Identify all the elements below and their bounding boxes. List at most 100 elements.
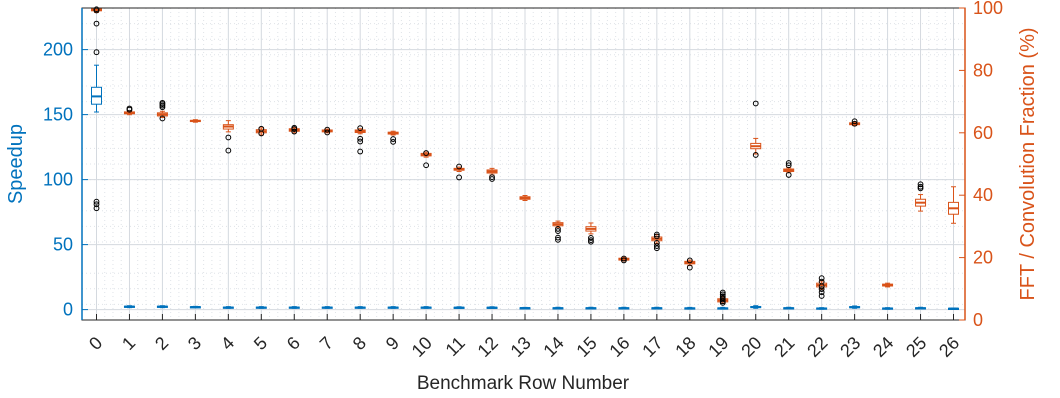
speedup-box-5 [255, 306, 267, 309]
speedup-box-11 [453, 306, 465, 309]
y-tick-right-label: 40 [973, 185, 993, 205]
fraction-outlier [588, 238, 594, 245]
x-tick-label: 15 [572, 333, 600, 361]
speedup-box-8 [354, 306, 366, 309]
fraction-box-14 [552, 220, 564, 243]
x-tick-label: 22 [803, 333, 831, 361]
speedup-box-6 [288, 306, 300, 309]
x-tick-label: 24 [869, 333, 897, 361]
fraction-box-26 [948, 186, 959, 224]
fraction-outlier [159, 115, 166, 122]
fraction-box-1 [123, 105, 135, 116]
y-tick-right-label: 80 [973, 60, 993, 80]
y-axis-title-left: Speedup [5, 124, 27, 204]
speedup-box-14 [552, 306, 564, 310]
fraction-outlier [719, 296, 726, 303]
x-tick-label: 1 [118, 333, 139, 354]
y-axis-title-right: FFT / Convolution Fraction (%) [1017, 27, 1039, 300]
y-tick-right-label: 20 [973, 248, 993, 268]
fraction-outlier [818, 283, 825, 290]
fraction-outlier [390, 136, 397, 142]
x-tick-label: 7 [316, 333, 337, 354]
fraction-outlier [785, 172, 792, 178]
y-tick-right-label: 60 [973, 123, 993, 143]
fraction-outlier [620, 257, 627, 264]
x-tick-label: 12 [474, 333, 502, 361]
fraction-box-21 [783, 160, 795, 178]
fraction-outlier [653, 231, 660, 238]
speedup-box-9 [387, 306, 399, 309]
fraction-box-20 [750, 100, 762, 158]
fraction-box-11 [453, 163, 465, 181]
speedup-outlier [93, 20, 100, 27]
fraction-outlier [719, 289, 726, 296]
fraction-outlier [686, 257, 693, 264]
speedup-box-15 [585, 306, 597, 310]
fraction-outlier [555, 236, 561, 243]
fraction-outlier [456, 163, 462, 170]
fraction-outlier [917, 185, 924, 192]
fraction-box-5 [255, 125, 267, 137]
x-tick-label: 6 [283, 333, 304, 354]
fraction-outlier [489, 174, 495, 181]
x-tick-label: 10 [408, 333, 436, 361]
fraction-outlier [456, 174, 462, 181]
fraction-box-12 [486, 167, 498, 182]
y-tick-left-label: 200 [43, 40, 73, 60]
x-tick-label: 8 [349, 333, 370, 354]
x-tick-label: 2 [151, 333, 172, 354]
speedup-box-0 [91, 20, 102, 212]
fraction-box-2 [156, 99, 168, 122]
x-tick-label: 25 [902, 333, 930, 361]
fraction-outlier [324, 126, 331, 133]
fraction-outlier [653, 243, 660, 249]
x-tick-label: 5 [250, 333, 271, 354]
fraction-outlier [851, 118, 858, 125]
y-tick-left-label: 150 [43, 105, 73, 125]
fraction-box-7 [321, 126, 333, 136]
fraction-box-4 [222, 120, 234, 154]
fraction-box-15 [585, 222, 597, 245]
fraction-outlier [225, 134, 232, 141]
fraction-outlier [653, 245, 660, 252]
fraction-box-24 [882, 282, 894, 288]
fraction-outlier [258, 130, 265, 137]
fraction-outlier [818, 293, 825, 299]
x-tick-label: 9 [382, 333, 403, 354]
speedup-outlier [93, 201, 100, 208]
fraction-outlier [851, 120, 858, 127]
fraction-box-25 [915, 181, 927, 212]
speedup-box-1 [123, 305, 135, 309]
speedup-box-23 [849, 305, 861, 309]
x-tick-label: 14 [539, 333, 567, 361]
speedup-outlier [93, 198, 100, 205]
fraction-boxes [91, 6, 959, 306]
fraction-box-16 [618, 255, 630, 264]
fraction-box-10 [420, 150, 432, 169]
speedup-box-20 [750, 305, 762, 309]
speedup-box-10 [420, 306, 432, 309]
fraction-outlier [489, 176, 495, 182]
fraction-box-23 [849, 118, 861, 127]
fraction-outlier [785, 160, 792, 166]
fraction-outlier [917, 181, 924, 188]
fraction-box-13 [519, 195, 531, 202]
fraction-box-18 [684, 257, 696, 271]
speedup-box-12 [486, 306, 498, 309]
fraction-outlier [159, 99, 166, 106]
speedup-boxes [91, 20, 959, 310]
speedup-box-26 [948, 307, 959, 310]
x-tick-label: 26 [935, 333, 963, 361]
x-tick-label: 13 [507, 333, 535, 361]
fraction-outlier [357, 135, 364, 142]
x-tick-label: 3 [184, 333, 205, 354]
x-tick-label: 11 [442, 333, 469, 360]
fraction-outlier [126, 105, 133, 112]
y-tick-left-label: 50 [53, 235, 73, 255]
speedup-box-13 [519, 306, 531, 310]
fraction-outlier [620, 255, 627, 262]
fraction-outlier [357, 148, 364, 155]
speedup-outlier [93, 205, 100, 212]
fraction-box-6 [288, 124, 300, 135]
fraction-outlier [719, 299, 726, 306]
